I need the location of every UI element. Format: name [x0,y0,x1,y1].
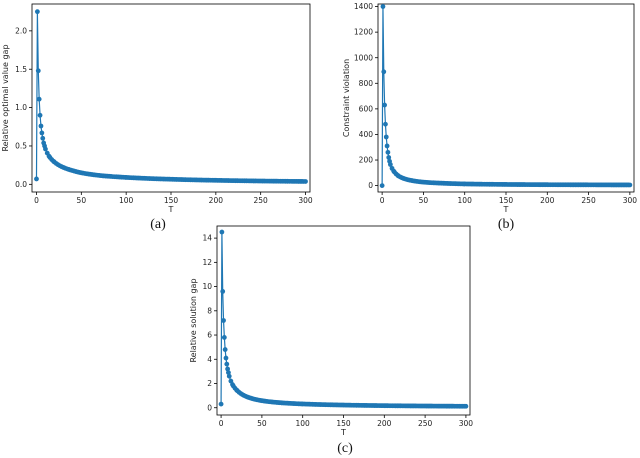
data-point [222,347,228,352]
y-tick-label: 400 [359,130,374,139]
x-axis-label: T [168,205,174,214]
x-tick-label: 300 [459,419,474,428]
y-tick-label: 0.0 [15,180,27,189]
x-axis-label: T [503,205,509,214]
x-tick-label: 300 [298,196,313,205]
y-tick-label: 12 [202,258,212,267]
y-tick-label: 0.5 [15,142,27,151]
panel-caption: (a) [150,217,166,232]
data-point [34,176,39,182]
y-tick-label: 600 [359,104,374,113]
x-tick-label: 0 [380,196,385,205]
data-point [386,155,392,160]
data-point [220,289,226,294]
y-tick-label: 2 [207,379,212,388]
y-tick-label: 200 [359,156,374,165]
data-point [37,112,43,118]
data-point [38,123,44,129]
y-tick-label: 14 [202,234,212,243]
series-line [381,6,630,186]
data-point [218,401,224,407]
data-point [382,102,388,108]
data-point [40,135,46,141]
data-point [221,335,227,340]
x-axis-label: T [340,428,346,437]
panel-caption: (b) [498,217,515,232]
x-tick-label: 100 [458,196,473,205]
y-tick-label: 1400 [354,2,373,11]
data-point [463,403,469,409]
x-tick-label: 50 [257,419,267,428]
y-tick-label: 1.0 [15,103,27,112]
data-point [34,9,40,15]
data-point [381,69,387,75]
x-tick-label: 150 [499,196,514,205]
data-point [36,96,42,102]
y-axis-label: Relative solution gap [189,278,198,362]
chart-panel-3: 0 50 100 150 200 250 300 0 2 4 6 8 10 12 14 T Relative s… [189,225,474,456]
x-tick-label: 200 [209,196,224,205]
y-tick-label: 1.5 [15,65,27,74]
data-point [43,146,48,152]
x-tick-label: 100 [119,196,134,205]
panel-caption: (c) [337,441,353,456]
x-tick-label: 250 [418,419,433,428]
data-point [379,183,385,189]
y-tick-label: 2.0 [15,26,27,35]
y-tick-label: 800 [359,79,374,88]
data-point [223,355,229,361]
data-point [380,4,386,9]
data-point [387,162,393,167]
x-tick-label: 50 [77,196,87,205]
x-tick-label: 200 [540,196,555,205]
x-tick-label: 250 [581,196,596,205]
y-tick-label: 8 [207,306,212,315]
y-tick-label: 10 [202,282,212,291]
y-axis-label: Relative optimal value gap [1,44,10,151]
x-tick-label: 100 [296,419,311,428]
series-line [35,11,306,183]
y-tick-label: 0 [207,403,212,412]
x-tick-label: 300 [623,196,638,205]
plot-frame [216,225,471,416]
x-tick-label: 200 [377,419,392,428]
data-point [35,68,41,74]
y-tick-label: 1200 [354,28,373,37]
chart-panel-2: 0 50 100 150 200 250 300 0 200 400 600 800 1000 1200 1… [342,2,637,232]
y-axis-label: Constraint violation [342,59,351,137]
data-point [39,130,45,136]
y-tick-label: 1000 [354,53,373,62]
data-point [383,121,388,127]
data-point [219,229,225,235]
y-tick-label: 4 [207,355,212,364]
x-tick-label: 250 [254,196,269,205]
x-tick-label: 0 [34,196,39,205]
series-line [220,232,466,407]
y-tick-label: 6 [207,331,212,340]
data-point [627,182,633,188]
chart-panel-1: 0 50 100 150 200 250 300 0.0 0.5 1.0 1.5 2.0 T Relati… [1,3,313,232]
plot-frame [31,3,311,193]
data-point [225,366,231,372]
x-tick-label: 0 [219,419,224,428]
plot-frame [377,3,635,193]
data-point [384,143,390,149]
y-tick-label: 0 [368,181,373,190]
data-point [383,134,389,140]
x-tick-label: 50 [419,196,429,205]
data-point [303,179,308,184]
x-tick-label: 150 [164,196,179,205]
data-point [221,318,226,323]
data-point [226,370,231,375]
data-point [385,149,391,155]
data-point [226,373,232,379]
data-point [224,361,230,367]
x-tick-label: 150 [336,419,351,428]
